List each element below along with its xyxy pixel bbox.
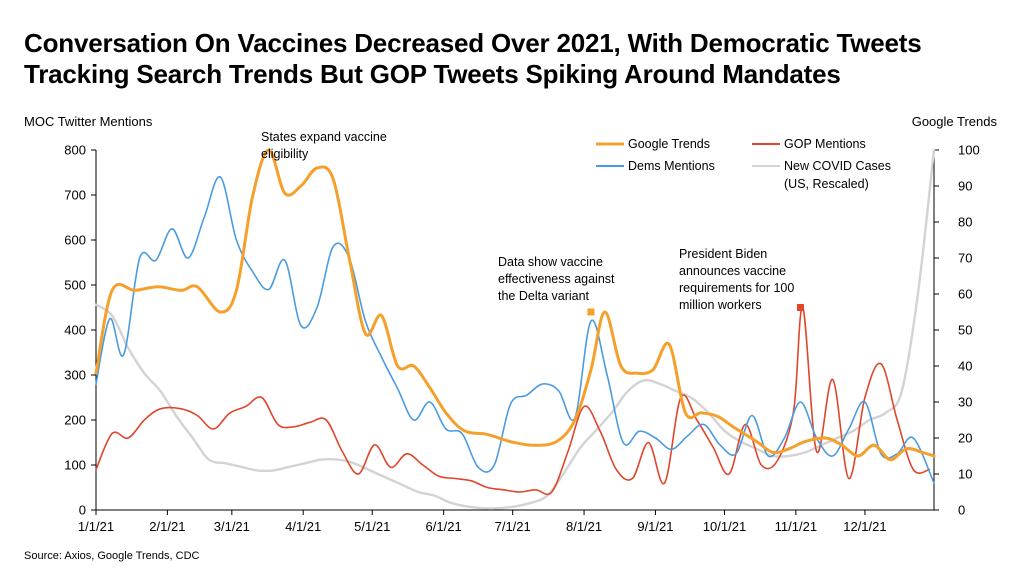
x-tick-label: 3/1/21 [214,519,250,534]
y-right-axis-title: Google Trends [912,114,998,129]
legend-label: Dems Mentions [628,159,715,173]
x-tick-label: 7/1/21 [495,519,531,534]
x-tick-label: 1/1/21 [78,519,114,534]
y-left-tick-label: 300 [64,368,86,383]
annotation-delta-line: effectiveness against [498,272,615,286]
series-line-gop-mentions [95,306,931,496]
y-left-axis-title: MOC Twitter Mentions [24,114,153,129]
y-right-tick-label: 40 [958,359,972,374]
axes: 0 100 200 300 400 500 600 700 800 0 10 20 30 40 50 60 70… [24,114,997,534]
annotation-delta-line: the Delta variant [498,289,590,303]
chart-title: Conversation On Vaccines Decreased Over … [24,28,1014,90]
x-tick-label: 10/1/21 [703,519,746,534]
title-line-2: Tracking Search Trends But GOP Tweets Sp… [24,59,841,89]
annotation-biden-line: announces vaccine [679,264,786,278]
source-note: Source: Axios, Google Trends, CDC [24,550,200,562]
annotation-biden-line: requirements for 100 [679,281,794,295]
y-right-tick-label: 10 [958,467,972,482]
legend-label-line2: (US, Rescaled) [784,177,869,191]
y-right-tick-label: 100 [958,143,980,158]
y-left-tick-label: 200 [64,413,86,428]
y-right-tick-label: 50 [958,323,972,338]
y-left-tick-label: 100 [64,458,86,473]
annotation-biden-line: million workers [679,298,762,312]
y-left-tick-label: 400 [64,323,86,338]
series-line-new-covid-cases-us-rescaled [94,148,936,510]
y-left-tick-label: 800 [64,143,86,158]
series-lines [94,148,936,510]
annotation-states-line: States expand vaccine [261,130,387,144]
y-right-tick-label: 80 [958,215,972,230]
legend-label: GOP Mentions [784,137,866,151]
y-right-tick-label: 90 [958,179,972,194]
series-line-google-trends [94,148,936,462]
annotation-biden-line: President Biden [679,247,767,261]
title-line-1: Conversation On Vaccines Decreased Over … [24,28,922,58]
annotation-states-line: eligibility [261,147,309,161]
y-left-tick-label: 0 [79,503,86,518]
y-right-tick-label: 20 [958,431,972,446]
y-left-tick-label: 600 [64,233,86,248]
x-tick-label: 2/1/21 [149,519,185,534]
legend-label: Google Trends [628,137,710,151]
x-tick-label: 11/1/21 [775,519,817,534]
x-tick-label: 5/1/21 [354,519,390,534]
series-line-dems-mentions [95,176,935,484]
y-right-tick-label: 60 [958,287,972,302]
y-right-tick-label: 70 [958,251,972,266]
y-left-tick-label: 700 [64,188,86,203]
y-right-tick-label: 0 [958,503,965,518]
legend: Google Trends GOP Mentions Dems Mentions Ne… [596,137,891,191]
annotation-biden-marker [796,304,804,311]
y-right-tick-label: 30 [958,395,972,410]
x-tick-label: 6/1/21 [426,519,462,534]
x-tick-label: 9/1/21 [637,519,673,534]
y-left-tick-label: 500 [64,278,86,293]
annotation-delta-marker [587,308,595,316]
x-tick-label: 8/1/21 [566,519,602,534]
x-tick-label: 12/1/21 [843,519,886,534]
annotations: States expand vaccine eligibility Data sho… [261,130,804,316]
annotation-delta-line: Data show vaccine [498,255,603,269]
legend-label: New COVID Cases [784,159,891,173]
x-tick-label: 4/1/21 [285,519,321,534]
